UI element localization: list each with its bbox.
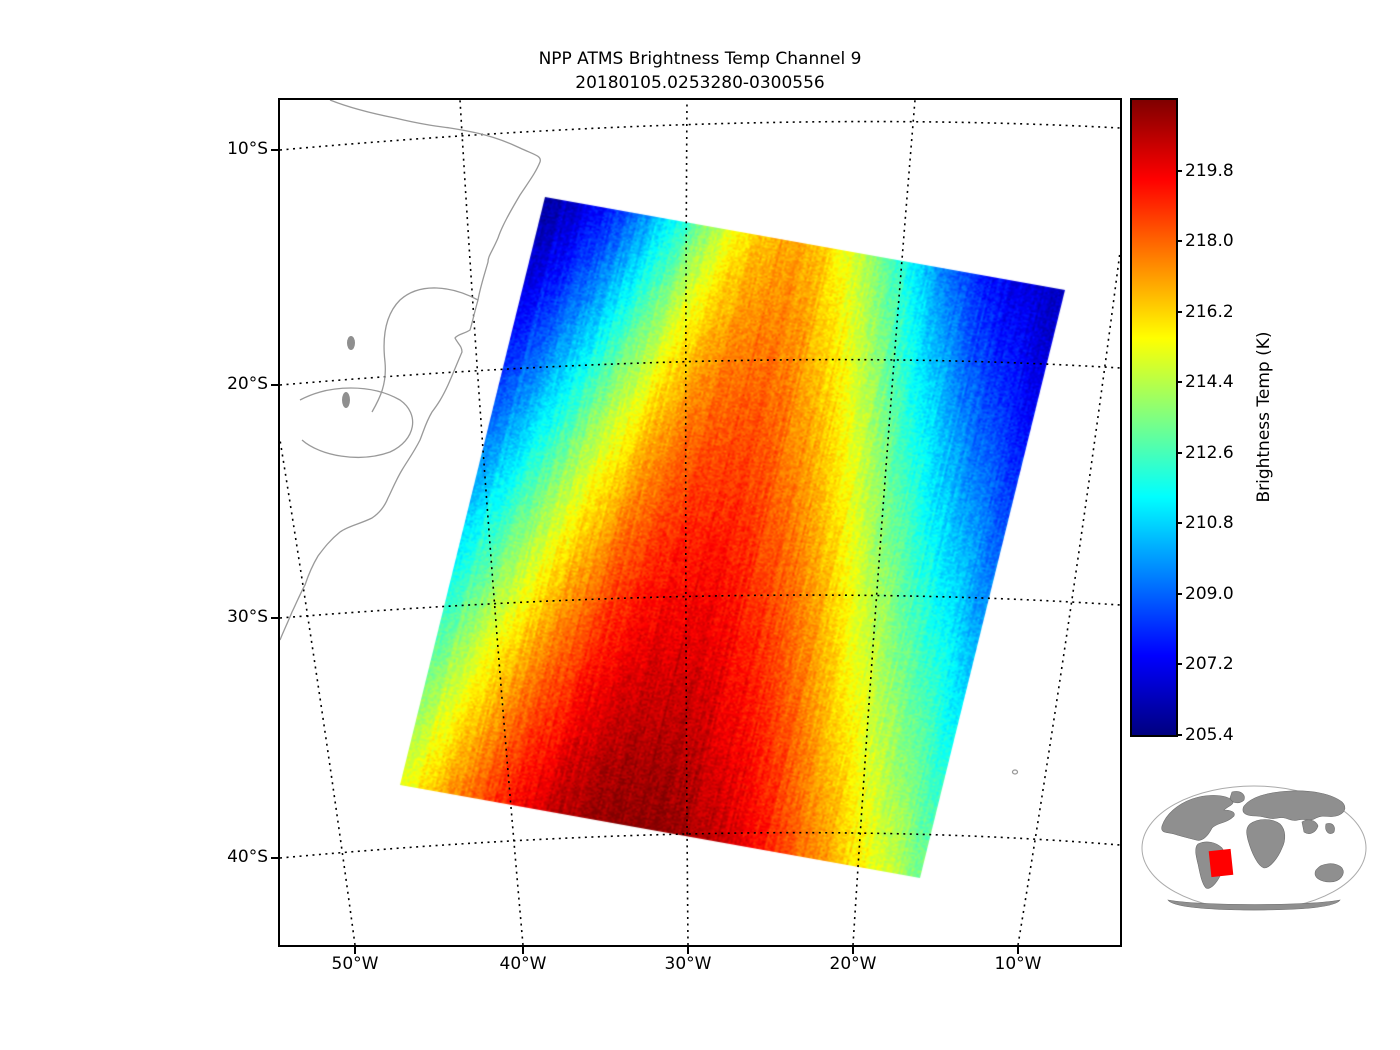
y-tick-mark: [271, 857, 278, 859]
y-tick-mark: [271, 149, 278, 151]
chart-subtitle: 20180105.0253280-0300556: [278, 73, 1122, 93]
graticule-latitude-line-40S: [280, 833, 1120, 858]
colorbar-tick-mark: [1176, 240, 1182, 242]
graticule-latitude-line-10S: [280, 122, 1120, 150]
map-overlay: [280, 100, 1120, 945]
lake-blob: [347, 336, 355, 350]
island-dot: [1013, 770, 1018, 774]
x-tick-mark: [522, 947, 524, 954]
coastline: [280, 100, 1018, 774]
continent-indochina: [1326, 823, 1335, 833]
map-plot-frame: [278, 98, 1122, 947]
colorbar-tick-label: 214.4: [1185, 372, 1234, 392]
x-tick-mark: [852, 947, 854, 954]
lat-tick-label: 30°S: [192, 607, 268, 629]
colorbar-tick-label: 209.0: [1185, 584, 1234, 604]
colorbar-tick-label: 216.2: [1185, 302, 1234, 322]
y-tick-mark: [271, 384, 278, 386]
colorbar-tick-label: 205.4: [1185, 725, 1234, 745]
colorbar-tick-label: 212.6: [1185, 443, 1234, 463]
lon-tick-label: 50°W: [307, 954, 403, 974]
colorbar-ticks: 219.8 218.0 216.2 214.4 212.6 210.8 209.0 207.2…: [1132, 100, 1272, 735]
colorbar-tick-label: 210.8: [1185, 513, 1234, 533]
inland-border-path: [300, 388, 413, 457]
continent-greenland: [1230, 791, 1244, 802]
colorbar-tick-mark: [1176, 734, 1182, 736]
inset-swath-marker: [1209, 849, 1234, 877]
colorbar-tick-mark: [1176, 381, 1182, 383]
chart-title: NPP ATMS Brightness Temp Channel 9: [278, 49, 1122, 69]
colorbar-tick-mark: [1176, 593, 1182, 595]
colorbar-tick-label: 219.8: [1185, 161, 1234, 181]
figure-page: NPP ATMS Brightness Temp Channel 9 20180…: [0, 0, 1400, 1050]
lake-blob: [342, 392, 350, 408]
colorbar-tick-mark: [1176, 663, 1182, 665]
graticule-longitude-line-30W: [686, 100, 688, 945]
colorbar-tick-label: 218.0: [1185, 231, 1234, 251]
inset-world-map: [1140, 784, 1368, 914]
graticule-longitude-line-40W: [460, 100, 523, 945]
lat-tick-label: 40°S: [192, 847, 268, 869]
y-tick-mark: [271, 617, 278, 619]
colorbar-tick-mark: [1176, 522, 1182, 524]
lon-tick-label: 20°W: [805, 954, 901, 974]
x-tick-mark: [687, 947, 689, 954]
lon-tick-label: 10°W: [970, 954, 1066, 974]
colorbar-tick-mark: [1176, 311, 1182, 313]
x-tick-mark: [354, 947, 356, 954]
graticule-longitude-line-20W: [853, 100, 915, 945]
lon-tick-label: 40°W: [475, 954, 571, 974]
graticule-longitude-line-10W: [1018, 252, 1120, 945]
colorbar-tick-mark: [1176, 452, 1182, 454]
lat-tick-label: 20°S: [192, 374, 268, 396]
colorbar-axis-label: Brightness Temp (K): [1254, 267, 1278, 567]
graticule: [280, 100, 1120, 945]
graticule-longitude-line-50W: [280, 440, 355, 945]
lat-tick-label: 10°S: [192, 139, 268, 161]
lon-tick-label: 30°W: [640, 954, 736, 974]
colorbar-tick-mark: [1176, 170, 1182, 172]
continent-australia: [1315, 864, 1343, 882]
graticule-latitude-line-30S: [280, 595, 1120, 618]
x-tick-mark: [1017, 947, 1019, 954]
graticule-latitude-line-20S: [280, 360, 1120, 385]
colorbar-tick-label: 207.2: [1185, 654, 1234, 674]
